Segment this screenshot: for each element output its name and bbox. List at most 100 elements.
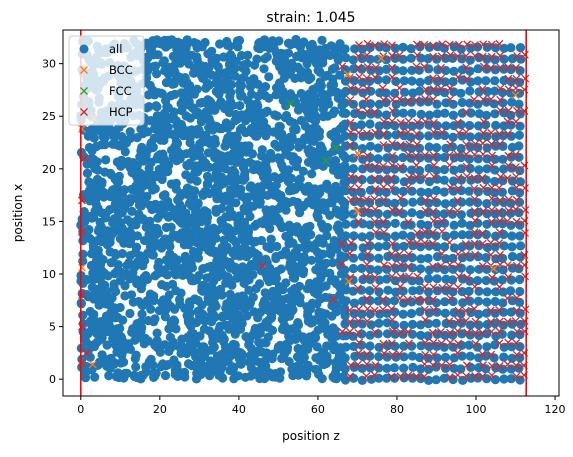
point-hcp xyxy=(478,239,487,248)
point-all xyxy=(153,269,163,279)
point-all xyxy=(163,360,173,370)
point-all xyxy=(194,161,205,171)
point-all xyxy=(374,175,384,185)
point-hcp xyxy=(503,174,512,183)
point-hcp xyxy=(503,117,512,126)
point-all xyxy=(348,99,358,109)
point-all xyxy=(321,258,331,268)
point-all xyxy=(159,56,169,66)
point-all xyxy=(340,98,350,108)
point-all xyxy=(491,219,501,229)
point-all xyxy=(374,253,384,263)
point-hcp xyxy=(379,195,388,204)
point-all xyxy=(449,42,459,52)
point-all xyxy=(289,118,299,128)
point-hcp xyxy=(429,118,438,127)
point-all xyxy=(373,242,384,252)
point-all xyxy=(407,276,417,286)
point-hcp xyxy=(354,106,363,115)
point-hcp xyxy=(446,50,455,59)
point-hcp xyxy=(413,272,422,281)
point-bcc xyxy=(377,54,386,63)
point-all xyxy=(154,240,164,250)
point-all xyxy=(373,209,383,219)
point-all xyxy=(159,208,169,218)
point-all xyxy=(323,222,333,233)
point-all xyxy=(235,101,245,111)
point-all xyxy=(365,141,376,151)
point-hcp xyxy=(454,173,463,182)
point-all xyxy=(89,342,99,352)
point-all xyxy=(415,77,425,87)
point-hcp xyxy=(446,338,455,347)
point-all xyxy=(247,149,257,159)
point-all xyxy=(432,329,442,339)
point-hcp xyxy=(445,207,454,216)
point-all xyxy=(449,353,459,363)
point-all xyxy=(292,162,302,172)
point-hcp xyxy=(496,63,505,72)
point-all xyxy=(192,39,202,49)
point-all xyxy=(333,55,343,65)
y-tick-label: 0 xyxy=(49,373,56,386)
point-all xyxy=(381,241,391,251)
point-all xyxy=(165,252,175,262)
point-all xyxy=(321,281,331,291)
point-all xyxy=(90,164,100,174)
point-hcp xyxy=(512,63,520,72)
point-hcp xyxy=(487,183,496,192)
point-all xyxy=(219,160,229,170)
axes-frame xyxy=(62,29,560,397)
point-all xyxy=(406,231,416,241)
point-all xyxy=(481,308,492,318)
point-all xyxy=(314,65,324,75)
point-hcp xyxy=(363,294,371,303)
point-hcp xyxy=(437,52,446,61)
point-all xyxy=(85,316,96,326)
point-all xyxy=(192,176,202,186)
point-hcp xyxy=(405,140,414,149)
point-all xyxy=(225,365,235,376)
point-all xyxy=(223,272,233,282)
point-all xyxy=(219,235,229,245)
legend-frame xyxy=(68,35,145,126)
point-all xyxy=(389,363,399,373)
point-hcp xyxy=(421,196,430,205)
point-all xyxy=(286,300,297,310)
point-all xyxy=(465,163,475,174)
point-hcp xyxy=(354,174,363,183)
point-hcp xyxy=(462,140,471,149)
point-all xyxy=(432,109,442,119)
point-hcp xyxy=(478,173,487,182)
point-hcp xyxy=(354,360,362,369)
point-hcp xyxy=(329,295,338,304)
point-hcp xyxy=(379,339,388,348)
point-all xyxy=(390,231,400,241)
point-all xyxy=(375,309,385,319)
legend: all BCC FCC HCP xyxy=(68,35,145,126)
point-all xyxy=(349,319,359,329)
point-hcp xyxy=(495,129,504,138)
point-all xyxy=(474,109,484,119)
point-all xyxy=(211,78,221,88)
point-hcp xyxy=(462,371,471,380)
point-all xyxy=(499,241,509,251)
point-hcp xyxy=(388,73,397,82)
point-all xyxy=(348,55,358,65)
point-all xyxy=(424,274,434,284)
point-hcp xyxy=(345,73,354,82)
point-all xyxy=(250,110,260,120)
point-hcp xyxy=(446,140,455,149)
point-all xyxy=(141,222,151,232)
point-all xyxy=(222,40,233,51)
point-all xyxy=(180,228,190,238)
point-hcp xyxy=(405,272,413,281)
point-hcp xyxy=(380,261,389,270)
point-all xyxy=(274,36,284,46)
point-all xyxy=(152,69,162,79)
point-all xyxy=(333,209,344,219)
point-all xyxy=(449,66,459,76)
point-hcp xyxy=(429,172,438,181)
point-all xyxy=(416,97,426,107)
